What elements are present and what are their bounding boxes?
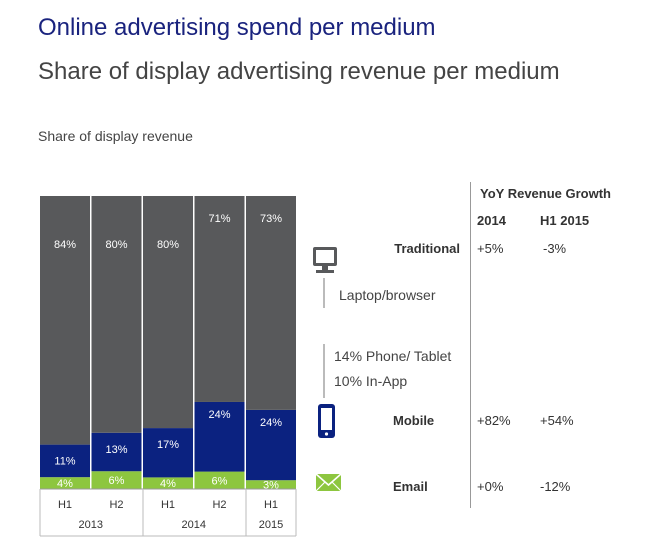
bar-label-traditional-1: 80% xyxy=(105,239,127,251)
envelope-icon xyxy=(315,473,342,492)
bar-traditional-2 xyxy=(143,196,193,429)
bar-label-email-1: 6% xyxy=(109,475,125,487)
bar-label-email-0: 4% xyxy=(57,478,73,490)
bar-label-email-3: 6% xyxy=(212,475,228,487)
x-tick-label-4: H1 xyxy=(264,499,278,511)
yoy-col-h12015: H1 2015 xyxy=(540,213,590,228)
legend-mobile-text-1: 14% Phone/ Tablet xyxy=(334,348,452,364)
yoy-row-label-mobile: Mobile xyxy=(393,413,435,428)
yoy-row-label-email: Email xyxy=(393,479,428,494)
bar-mobile-2 xyxy=(143,428,193,478)
bar-mobile-4 xyxy=(246,409,296,481)
yoy-col-2014: 2014 xyxy=(477,213,506,228)
chart-label: Share of display revenue xyxy=(38,128,193,144)
yoy-traditional-2014: +5% xyxy=(477,241,504,256)
year-label-2: 2015 xyxy=(259,519,283,531)
smartphone-icon xyxy=(318,404,335,438)
page-subtitle: Share of display advertising revenue per… xyxy=(38,58,560,85)
yoy-mobile-2014: +82% xyxy=(477,413,511,428)
bar-email-1 xyxy=(91,471,142,489)
yoy-email-2014: +0% xyxy=(477,479,504,494)
year-label-1: 2014 xyxy=(182,519,206,531)
bar-email-4 xyxy=(246,480,296,489)
bar-traditional-4 xyxy=(246,196,296,410)
bar-mobile-0 xyxy=(40,444,90,478)
year-label-0: 2013 xyxy=(79,519,103,531)
bar-traditional-0 xyxy=(40,196,90,445)
bar-label-email-4: 3% xyxy=(263,480,279,492)
x-tick-label-2: H1 xyxy=(161,499,175,511)
bar-label-traditional-0: 84% xyxy=(54,239,76,251)
bar-label-traditional-3: 71% xyxy=(208,213,230,225)
page-title: Online advertising spend per medium xyxy=(38,14,436,41)
legend-laptop-text: Laptop/browser xyxy=(339,287,436,303)
yoy-traditional-h12015: -3% xyxy=(543,241,567,256)
yoy-mobile-h12015: +54% xyxy=(540,413,574,428)
bar-email-0 xyxy=(40,477,90,489)
bar-email-3 xyxy=(194,471,245,489)
yoy-email-h12015: -12% xyxy=(540,479,571,494)
monitor-icon xyxy=(313,247,337,273)
bar-mobile-1 xyxy=(91,432,142,472)
bar-label-email-2: 4% xyxy=(160,478,176,490)
bar-label-traditional-4: 73% xyxy=(260,213,282,225)
bar-label-mobile-3: 24% xyxy=(208,409,230,421)
bar-label-mobile-4: 24% xyxy=(260,417,282,429)
x-tick-label-0: H1 xyxy=(58,499,72,511)
bar-email-2 xyxy=(143,477,193,489)
bar-label-mobile-0: 11% xyxy=(54,456,75,468)
bar-label-mobile-1: 13% xyxy=(105,444,127,456)
x-tick-label-1: H2 xyxy=(109,499,123,511)
bar-label-mobile-2: 17% xyxy=(157,439,179,451)
yoy-divider xyxy=(470,182,471,508)
x-tick-label-3: H2 xyxy=(212,499,226,511)
bar-traditional-1 xyxy=(91,196,142,433)
bar-traditional-3 xyxy=(194,196,245,402)
yoy-row-label-traditional: Traditional xyxy=(394,241,460,256)
yoy-header: YoY Revenue Growth xyxy=(480,186,611,201)
bar-label-traditional-2: 80% xyxy=(157,239,179,251)
bar-mobile-3 xyxy=(194,401,245,472)
legend-mobile-text-2: 10% In-App xyxy=(334,373,408,389)
